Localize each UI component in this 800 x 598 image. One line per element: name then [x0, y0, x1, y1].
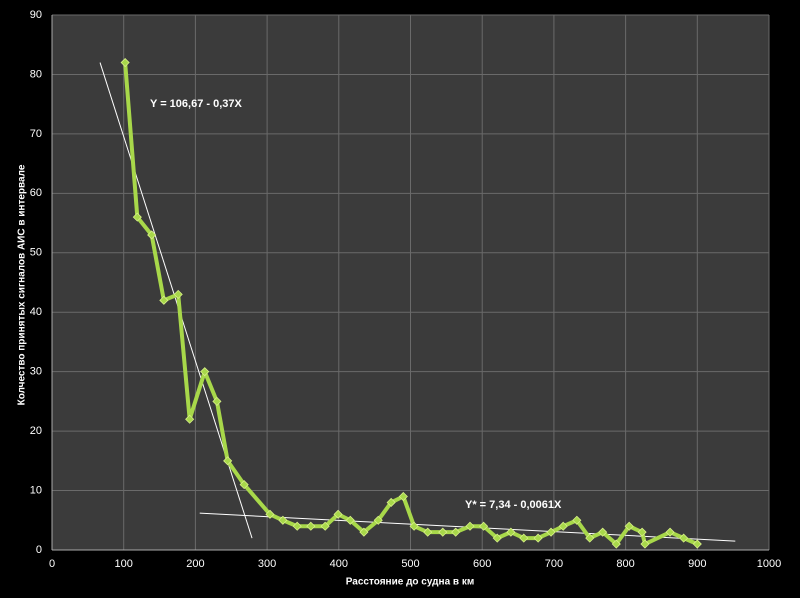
x-tick-label: 600	[473, 558, 491, 570]
x-tick-label: 200	[186, 558, 204, 570]
data-point	[665, 527, 675, 537]
y-tick-label: 30	[30, 366, 42, 378]
data-point	[479, 521, 489, 531]
data-point	[185, 414, 195, 424]
y-tick-label: 0	[36, 544, 42, 556]
data-point	[173, 289, 183, 299]
data-point	[637, 527, 647, 537]
data-point	[120, 57, 130, 68]
data-point	[546, 527, 556, 537]
trend-label: Y* = 7,34 - 0,0061X	[465, 499, 562, 511]
data-point	[212, 396, 222, 406]
data-point	[292, 521, 302, 531]
data-point	[147, 230, 157, 240]
x-tick-label: 100	[115, 558, 133, 570]
y-axis-label: Колчество принятых сигналов АИС в интерв…	[17, 164, 28, 405]
y-tick-label: 40	[30, 306, 42, 318]
x-tick-label: 900	[688, 558, 706, 570]
data-point	[409, 521, 419, 531]
data-point	[585, 533, 595, 543]
data-point	[373, 515, 383, 525]
x-tick-label: 300	[258, 558, 276, 570]
data-point	[306, 521, 316, 531]
data-point	[159, 295, 169, 305]
y-tick-label: 80	[30, 68, 42, 80]
x-tick-label: 500	[401, 558, 419, 570]
data-point	[572, 515, 582, 525]
data-point	[359, 527, 369, 537]
data-point	[451, 527, 461, 537]
y-tick-label: 90	[30, 9, 42, 21]
data-point	[465, 521, 475, 531]
y-tick-label: 10	[30, 484, 42, 496]
data-point	[320, 521, 330, 531]
data-point	[265, 509, 275, 519]
data-point	[132, 212, 142, 222]
data-point	[692, 539, 702, 549]
trend-label: Y = 106,67 - 0,37X	[150, 98, 243, 110]
x-tick-label: 700	[545, 558, 563, 570]
data-point	[386, 497, 396, 508]
x-tick-label: 400	[330, 558, 348, 570]
data-point	[598, 527, 608, 537]
data-point	[533, 533, 543, 543]
data-point	[398, 491, 408, 502]
data-point	[423, 527, 433, 537]
x-axis-label: Расстояние до судна в км	[346, 577, 475, 588]
y-tick-label: 50	[30, 247, 42, 259]
x-tick-label: 800	[616, 558, 634, 570]
data-point	[239, 480, 249, 490]
y-tick-label: 60	[30, 187, 42, 199]
data-point	[492, 533, 502, 543]
data-point	[679, 533, 689, 543]
data-point	[278, 515, 288, 525]
data-point	[438, 527, 448, 537]
data-point	[333, 509, 343, 519]
data-point	[200, 367, 210, 377]
data-point	[519, 533, 529, 543]
data-point	[223, 456, 233, 466]
data-point	[640, 539, 650, 549]
x-tick-label: 0	[49, 558, 55, 570]
data-point	[506, 527, 516, 537]
y-tick-label: 70	[30, 128, 42, 140]
data-point	[345, 515, 355, 525]
x-tick-label: 1000	[757, 558, 781, 570]
y-tick-label: 20	[30, 425, 42, 437]
data-point	[611, 539, 621, 549]
data-point	[558, 521, 568, 531]
data-point	[624, 521, 634, 531]
